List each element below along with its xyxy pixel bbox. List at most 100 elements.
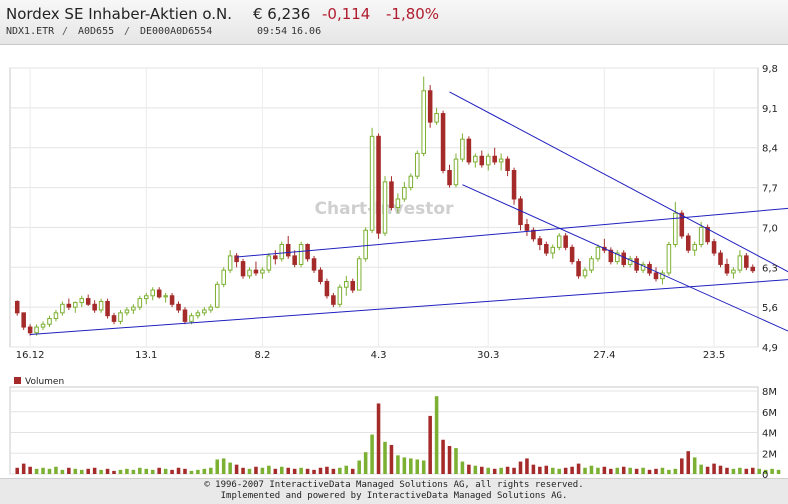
volume-bar: [770, 468, 774, 474]
volume-bar: [415, 459, 420, 474]
candle-up: [382, 181, 388, 234]
candle-up: [731, 269, 736, 274]
volume-bar: [144, 468, 149, 474]
volume-bar: [267, 465, 271, 474]
candle-up: [673, 212, 678, 246]
volume-bar: [712, 463, 716, 474]
volume-bar: [428, 415, 432, 474]
candle-up: [189, 315, 194, 322]
candle-down: [14, 300, 20, 314]
price-x-tick-label: 23.5: [703, 350, 725, 361]
price-y-tick-label: 6,3: [762, 263, 778, 274]
volume-bar: [518, 461, 523, 474]
volume-bar: [318, 467, 323, 474]
candle-down: [750, 266, 756, 272]
volume-legend-swatch: [14, 377, 21, 384]
isin: DE000A0D6554: [140, 26, 213, 37]
volume-bar: [183, 468, 187, 474]
volume-bar: [467, 464, 471, 474]
candle-down: [531, 229, 536, 240]
volume-bar: [34, 468, 39, 474]
candle-up: [473, 155, 478, 163]
volume-bar: [376, 403, 381, 474]
volume-bar: [28, 466, 32, 474]
candle-down: [505, 158, 510, 171]
candle-up: [40, 323, 46, 328]
last-price: € 6,236: [253, 5, 311, 23]
candle-down: [563, 235, 568, 248]
quote-time: 09:54: [257, 26, 288, 37]
candle-down: [511, 169, 517, 200]
candle-down: [569, 246, 575, 263]
candle-down: [234, 255, 239, 263]
candle-down: [27, 326, 33, 334]
volume-legend: Volumen: [25, 377, 64, 387]
volume-bar: [125, 468, 129, 474]
volume-bar: [196, 469, 200, 474]
volume-bar: [628, 467, 632, 474]
candle-up: [395, 198, 401, 208]
volume-y-tick-label: 0: [762, 470, 768, 478]
candle-up: [221, 269, 226, 285]
quote-date: 16.06: [291, 26, 322, 37]
volume-bar: [41, 467, 45, 474]
volume-bar: [744, 468, 749, 474]
candle-down: [466, 138, 472, 163]
volume-bar: [692, 457, 697, 474]
price-x-tick-label: 13.1: [135, 350, 157, 361]
candle-down: [66, 303, 72, 308]
candle-down: [318, 269, 323, 283]
trendline: [462, 184, 788, 332]
candle-down: [492, 155, 497, 163]
candle-up: [137, 298, 143, 308]
volume-bar: [473, 465, 478, 474]
volume-bar: [757, 468, 762, 474]
price-y-tick-label: 4,9: [762, 343, 778, 354]
candle-down: [324, 281, 330, 297]
candle-down: [653, 272, 659, 280]
volume-bar: [538, 466, 542, 474]
candle-up: [208, 306, 214, 311]
separator: /: [62, 26, 69, 37]
volume-bar: [596, 467, 600, 474]
volume-bar: [680, 458, 684, 474]
volume-bar: [357, 460, 361, 474]
candle-down: [156, 289, 162, 298]
volume-bar: [176, 467, 181, 474]
volume-bar: [202, 468, 207, 474]
volume-bar: [505, 466, 510, 474]
volume-bar: [763, 469, 768, 474]
volume-bar: [499, 467, 503, 474]
candle-up: [227, 255, 233, 271]
volume-bar: [776, 469, 781, 474]
volume-bar: [370, 434, 374, 474]
candle-up: [260, 269, 265, 274]
candle-up: [595, 246, 601, 260]
volume-bar: [105, 468, 110, 474]
price-y-tick-label: 9,1: [762, 104, 778, 115]
price-x-tick-label: 27.4: [593, 350, 615, 361]
volume-bar: [131, 469, 136, 474]
volume-bar: [170, 469, 174, 474]
price-y-tick-label: 9,8: [762, 64, 778, 75]
candle-down: [479, 155, 485, 166]
price-x-tick-label: 4.3: [371, 350, 387, 361]
volume-bar: [221, 458, 226, 474]
volume-y-tick-label: 2M: [762, 449, 777, 460]
volume-bar: [480, 466, 484, 474]
candle-up: [627, 258, 633, 265]
candle-up: [47, 318, 52, 325]
volume-bar: [86, 468, 90, 474]
price-change-percent: -1,80%: [386, 5, 440, 23]
candle-up: [344, 281, 349, 288]
security-name: Nordex SE Inhaber-Aktien o.N.: [6, 5, 233, 23]
volume-bar: [434, 396, 439, 474]
volume-bar: [73, 468, 78, 474]
volume-bar: [460, 461, 465, 474]
volume-bar: [647, 469, 652, 474]
candle-down: [718, 252, 723, 265]
volume-bar: [686, 451, 691, 474]
volume-bar: [557, 468, 561, 474]
volume-y-tick-label: 8M: [762, 387, 777, 398]
candle-down: [311, 258, 317, 271]
